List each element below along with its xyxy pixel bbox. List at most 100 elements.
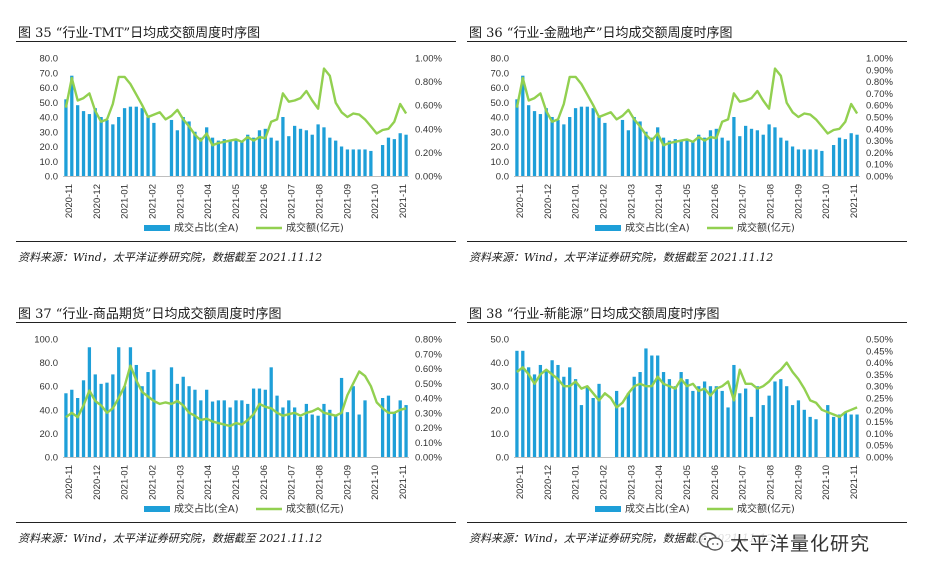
left-axis-tick: 70.0 [491, 68, 510, 79]
left-axis-tick: 0.0 [496, 172, 509, 183]
bar [87, 114, 92, 176]
source-rule [467, 241, 907, 242]
bar [579, 106, 584, 176]
bar [638, 372, 642, 457]
x-axis-tick: 2021-10 [821, 184, 832, 219]
bar [855, 134, 859, 176]
bar [831, 145, 836, 176]
x-axis-tick: 2021-01 [120, 465, 131, 500]
x-axis-tick: 2021-09 [793, 184, 804, 219]
bar [99, 383, 103, 457]
bar [773, 381, 777, 457]
legend-label-line: 成交额(亿元) [737, 502, 795, 515]
right-axis-tick: 0.50% [866, 335, 893, 346]
left-axis-tick: 40.0 [40, 405, 59, 416]
left-axis-tick: 60.0 [40, 382, 59, 393]
bar [216, 140, 221, 176]
right-axis-tick: 0.10% [866, 429, 893, 440]
bar [146, 117, 150, 176]
x-axis-tick: 2021-05 [231, 465, 242, 500]
bar [404, 134, 408, 176]
bar [767, 395, 771, 457]
bar [275, 140, 279, 176]
bar [281, 407, 285, 457]
bar [831, 416, 836, 457]
bar [573, 379, 578, 457]
bar [316, 415, 320, 457]
x-axis-tick: 2021-02 [599, 184, 610, 219]
bar [644, 131, 648, 176]
right-axis-tick: 1.00% [866, 54, 893, 65]
bar [76, 398, 80, 457]
left-axis-tick: 10.0 [491, 157, 510, 168]
bar [591, 108, 595, 176]
bar [117, 347, 121, 457]
bar [169, 367, 174, 457]
bar [81, 380, 86, 457]
x-axis-tick: 2021-09 [793, 465, 804, 500]
x-axis-tick: 2021-02 [148, 465, 159, 500]
x-axis-tick: 2021-04 [654, 465, 665, 500]
chart-title: 图 35 “行业-TMT”日均成交额周度时序图 [18, 26, 261, 41]
x-axis-tick: 2021-06 [259, 184, 270, 219]
left-axis-tick: 50.0 [40, 98, 59, 109]
bar [538, 114, 543, 176]
source-rule [16, 241, 456, 242]
bar [251, 137, 256, 176]
bar [122, 108, 127, 176]
bar [603, 122, 607, 176]
bar [392, 139, 396, 176]
bar [802, 149, 806, 176]
bar [849, 133, 853, 176]
bar [673, 139, 677, 176]
left-axis-tick: 60.0 [491, 83, 510, 94]
bar [187, 121, 191, 176]
left-axis-tick: 80.0 [40, 358, 59, 369]
bar [562, 124, 566, 176]
x-axis-tick: 2020-12 [543, 184, 554, 219]
source-note: 资料来源：Wind，太平洋证券研究院，数据截至 2021.11.12 [18, 251, 323, 264]
bar [287, 136, 291, 176]
bar [667, 140, 672, 176]
legend-swatch-bar [595, 225, 621, 231]
bar [738, 136, 742, 176]
bar [146, 372, 150, 457]
chart-panel-38: 图 38 “行业-新能源”日均成交额周度时序图 0.0 10.0 20.0 30.0 4… [467, 287, 907, 549]
left-axis-tick: 60.0 [40, 83, 59, 94]
right-axis-tick: 0.40% [866, 358, 893, 369]
bar [820, 150, 824, 176]
bar [76, 105, 80, 176]
bar [363, 400, 367, 457]
bar [855, 414, 859, 457]
bar [773, 127, 777, 176]
right-axis-tick: 0.40% [866, 124, 893, 135]
bar [105, 382, 109, 457]
bar [222, 400, 226, 457]
right-axis-tick: 0.00% [866, 453, 893, 464]
x-axis-tick: 2021-07 [738, 465, 749, 500]
bar [369, 150, 373, 176]
bar [339, 377, 344, 457]
bar [269, 137, 273, 176]
bar [199, 400, 203, 457]
x-axis-tick: 2021-08 [766, 465, 777, 500]
bar [140, 108, 144, 176]
left-axis-tick: 70.0 [40, 68, 59, 79]
bar [328, 409, 332, 457]
bar [228, 140, 232, 176]
series-line [64, 67, 408, 147]
title-rule [16, 322, 456, 323]
bar [128, 347, 133, 457]
bar [152, 122, 156, 176]
right-axis-tick: 0.20% [415, 148, 442, 159]
bar [310, 414, 314, 457]
bar [322, 403, 326, 457]
bar [181, 376, 185, 457]
legend-label-line: 成交额(亿元) [286, 221, 344, 234]
bar [363, 149, 367, 176]
bar [298, 128, 303, 176]
x-axis-tick: 2020-11 [515, 184, 526, 218]
bar [134, 364, 138, 457]
x-axis-tick: 2021-03 [626, 184, 637, 219]
x-axis-tick: 2021-05 [682, 184, 693, 219]
